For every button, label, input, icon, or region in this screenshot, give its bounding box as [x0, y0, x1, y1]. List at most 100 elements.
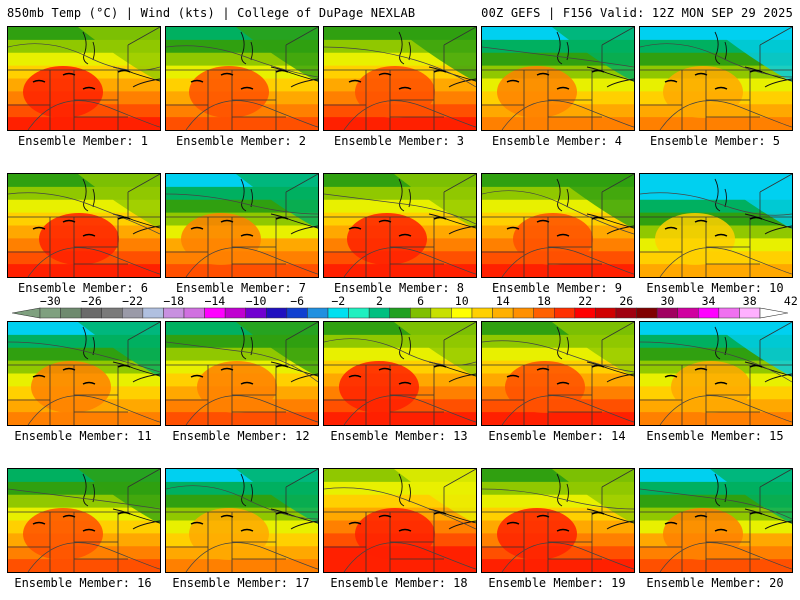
colorbar-tick-label: 22 [578, 294, 593, 308]
boundary-line [759, 27, 792, 46]
colorbar-segment [389, 307, 411, 319]
contour-line [640, 341, 792, 425]
wind-barb [433, 364, 447, 368]
wind-barb [275, 511, 289, 515]
ensemble-map-panel [165, 173, 319, 278]
temperature-band [166, 264, 318, 277]
wind-barb [591, 364, 605, 368]
wind-barb [62, 72, 76, 76]
wind-barb [117, 511, 131, 515]
colorbar-tick-label: −14 [204, 294, 226, 308]
boundary-line [285, 174, 318, 193]
temperature-field [166, 174, 318, 277]
wind-barb [398, 233, 412, 237]
wind-barb [32, 374, 46, 378]
wind-barb [82, 528, 96, 532]
colorbar-tick-label: 10 [454, 294, 469, 308]
boundary-line [127, 27, 160, 46]
wind-barb [348, 226, 362, 230]
temperature-band [324, 559, 476, 572]
boundary-line [601, 27, 634, 46]
wind-barb [82, 233, 96, 237]
warm-core [181, 213, 261, 265]
contour-line [482, 340, 634, 425]
member-label: Ensemble Member: 12 [172, 429, 310, 443]
ensemble-map-panel [165, 26, 319, 131]
wind-barb [398, 528, 412, 532]
warm-core [663, 66, 743, 118]
wind-barb [506, 226, 520, 230]
coastline [714, 31, 792, 88]
colorbar-tick-label: 6 [417, 294, 425, 308]
colorbar-segment [533, 307, 555, 319]
coastline [714, 473, 792, 530]
temperature-field [8, 469, 160, 572]
wind-barb [378, 72, 392, 76]
contour-line [640, 488, 792, 572]
contour-line [640, 192, 792, 277]
wind-barb [591, 69, 605, 73]
ensemble-map-panel [481, 468, 635, 573]
contour-line [166, 45, 318, 130]
member-label: Ensemble Member: 3 [333, 134, 465, 148]
wind-barb [556, 233, 570, 237]
temperature-field [324, 469, 476, 572]
wind-barb [506, 374, 520, 378]
contour-line [324, 193, 476, 277]
contour-line [8, 488, 160, 572]
ensemble-map-panel [323, 173, 477, 278]
contour-line [8, 192, 160, 277]
contour-line [166, 485, 318, 572]
contour-line [482, 46, 634, 130]
colorbar-segment [492, 307, 514, 319]
wind-barb [664, 374, 678, 378]
colorbar-tick-label: 38 [742, 294, 757, 308]
temperature-band [166, 117, 318, 130]
colorbar-segment [183, 307, 205, 319]
wind-barb [240, 233, 254, 237]
coastline [82, 31, 160, 88]
wind-barb [749, 216, 763, 220]
temperature-band [8, 264, 160, 277]
contour-line [482, 488, 634, 572]
colorbar-segment [101, 307, 123, 319]
wind-barb [378, 514, 392, 518]
temperature-field [482, 469, 634, 572]
temperature-field [324, 27, 476, 130]
wind-barb [556, 381, 570, 385]
wind-barb [220, 367, 234, 371]
wind-barb [220, 72, 234, 76]
temperature-band [324, 264, 476, 277]
cool-region [710, 469, 792, 524]
temperature-field [8, 27, 160, 130]
temperature-field [324, 174, 476, 277]
ensemble-map-panel [481, 26, 635, 131]
wind-barb [694, 367, 708, 371]
coastline [714, 326, 792, 383]
member-label: Ensemble Member: 19 [488, 576, 626, 590]
boundary-line [127, 469, 160, 488]
warm-core [663, 508, 743, 560]
colorbar-tick-label: 30 [660, 294, 675, 308]
wind-barb [714, 86, 728, 90]
wind-barb [714, 233, 728, 237]
wind-barb [591, 511, 605, 515]
temperature-band [640, 264, 792, 277]
coastline [398, 178, 476, 235]
warm-core [505, 361, 585, 413]
wind-barb [536, 367, 550, 371]
colorbar-tick-label: −2 [331, 294, 346, 308]
wind-barb [32, 226, 46, 230]
wind-barb [433, 69, 447, 73]
wind-barb [378, 219, 392, 223]
contour-line [324, 46, 476, 130]
warm-core [497, 66, 577, 118]
colorbar-tick-label: −6 [290, 294, 305, 308]
colorbar-segment [39, 307, 61, 319]
wind-barb [275, 216, 289, 220]
wind-barb [117, 216, 131, 220]
contour-line [166, 193, 318, 277]
warm-core [189, 66, 269, 118]
ensemble-map-panel [639, 26, 793, 131]
boundary-line [285, 322, 318, 341]
